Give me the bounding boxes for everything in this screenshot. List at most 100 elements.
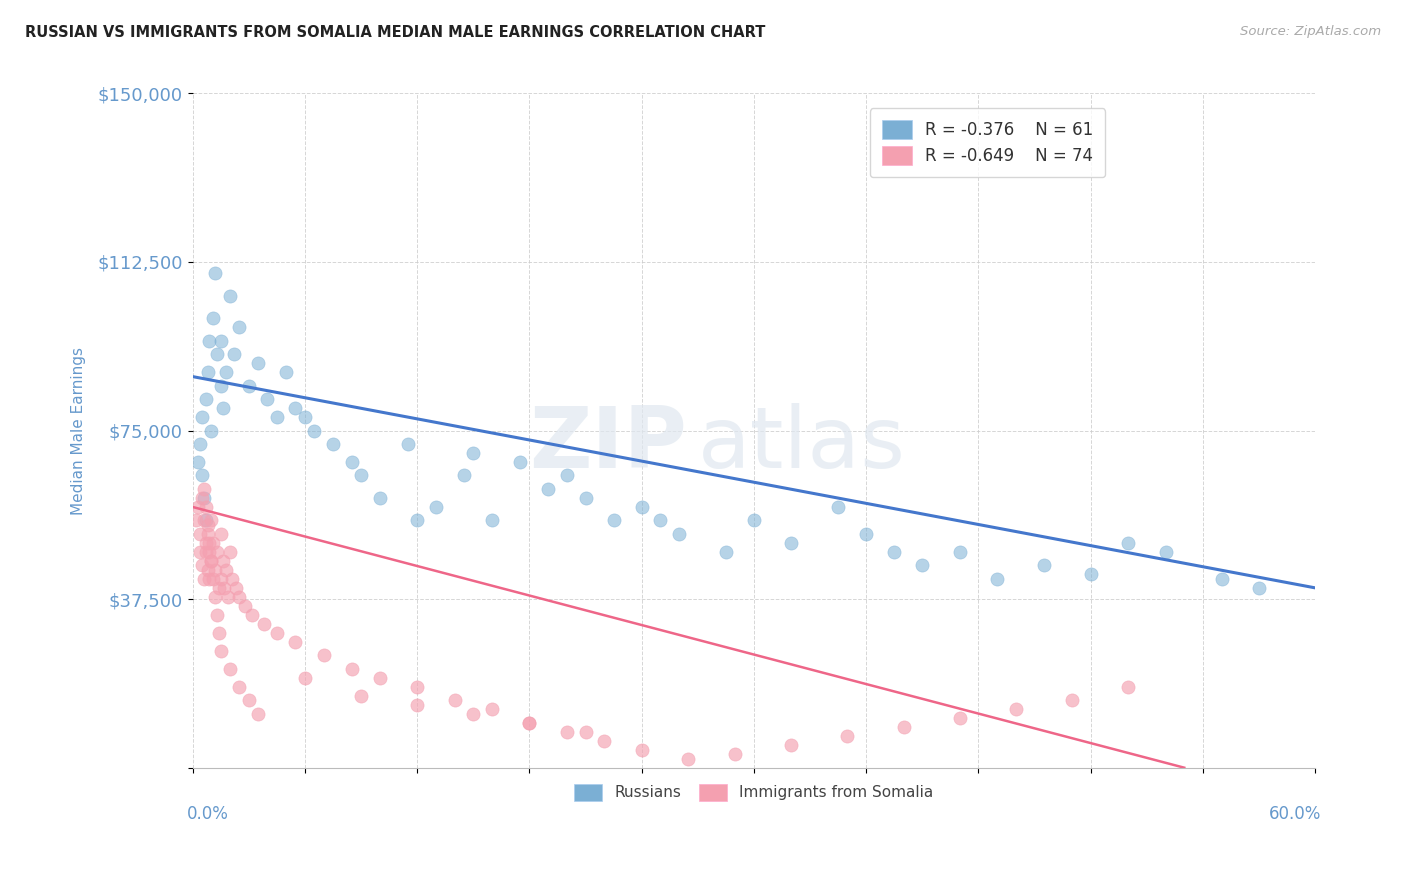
- Point: [217, 590, 239, 604]
- Point: [574, 491, 596, 505]
- Point: [340, 455, 363, 469]
- Point: [312, 648, 335, 663]
- Point: [368, 671, 391, 685]
- Point: [302, 424, 325, 438]
- Point: [425, 500, 447, 514]
- Point: [209, 527, 232, 541]
- Point: [211, 401, 233, 415]
- Y-axis label: Median Male Earnings: Median Male Earnings: [72, 346, 86, 515]
- Point: [630, 742, 652, 756]
- Point: [193, 491, 215, 505]
- Point: [208, 581, 231, 595]
- Point: [519, 715, 541, 730]
- Point: [186, 513, 208, 527]
- Point: [194, 545, 217, 559]
- Point: [780, 536, 803, 550]
- Point: [368, 491, 391, 505]
- Point: [198, 572, 221, 586]
- Point: [191, 410, 214, 425]
- Text: 60.0%: 60.0%: [1268, 805, 1320, 822]
- Point: [893, 720, 915, 734]
- Point: [256, 392, 278, 406]
- Point: [350, 689, 373, 703]
- Point: [242, 607, 264, 622]
- Point: [668, 527, 690, 541]
- Point: [204, 563, 226, 577]
- Point: [191, 468, 214, 483]
- Point: [443, 693, 465, 707]
- Point: [294, 410, 316, 425]
- Text: RUSSIAN VS IMMIGRANTS FROM SOMALIA MEDIAN MALE EARNINGS CORRELATION CHART: RUSSIAN VS IMMIGRANTS FROM SOMALIA MEDIA…: [25, 25, 766, 40]
- Point: [253, 616, 276, 631]
- Point: [1116, 680, 1139, 694]
- Legend: Russians, Immigrants from Somalia: Russians, Immigrants from Somalia: [568, 778, 939, 807]
- Point: [211, 554, 233, 568]
- Point: [209, 644, 232, 658]
- Point: [194, 500, 217, 514]
- Point: [198, 334, 221, 348]
- Point: [714, 545, 737, 559]
- Point: [247, 356, 270, 370]
- Point: [200, 554, 222, 568]
- Point: [1116, 536, 1139, 550]
- Point: [202, 572, 225, 586]
- Point: [209, 334, 232, 348]
- Point: [593, 733, 616, 747]
- Point: [574, 724, 596, 739]
- Point: [650, 513, 672, 527]
- Point: [284, 401, 307, 415]
- Point: [202, 536, 225, 550]
- Point: [188, 527, 211, 541]
- Point: [197, 365, 219, 379]
- Point: [1154, 545, 1177, 559]
- Point: [222, 347, 245, 361]
- Point: [247, 706, 270, 721]
- Point: [630, 500, 652, 514]
- Point: [602, 513, 624, 527]
- Point: [214, 581, 236, 595]
- Point: [188, 437, 211, 451]
- Point: [1005, 702, 1028, 716]
- Point: [215, 563, 238, 577]
- Point: [294, 671, 316, 685]
- Point: [406, 680, 429, 694]
- Point: [911, 558, 934, 573]
- Point: [219, 545, 242, 559]
- Point: [406, 513, 429, 527]
- Point: [780, 738, 803, 752]
- Point: [205, 545, 228, 559]
- Point: [463, 446, 485, 460]
- Point: [193, 513, 215, 527]
- Point: [453, 468, 475, 483]
- Point: [396, 437, 419, 451]
- Point: [208, 625, 231, 640]
- Point: [266, 625, 288, 640]
- Point: [228, 320, 250, 334]
- Point: [233, 599, 256, 613]
- Point: [193, 572, 215, 586]
- Point: [238, 693, 260, 707]
- Point: [193, 482, 215, 496]
- Point: [276, 365, 298, 379]
- Point: [742, 513, 765, 527]
- Point: [225, 581, 247, 595]
- Point: [724, 747, 747, 762]
- Point: [1032, 558, 1054, 573]
- Point: [678, 752, 700, 766]
- Point: [204, 590, 226, 604]
- Point: [205, 347, 228, 361]
- Point: [519, 715, 541, 730]
- Point: [986, 572, 1008, 586]
- Point: [200, 424, 222, 438]
- Point: [200, 513, 222, 527]
- Point: [197, 563, 219, 577]
- Point: [284, 635, 307, 649]
- Point: [266, 410, 288, 425]
- Text: ZIP: ZIP: [529, 402, 686, 485]
- Point: [187, 500, 209, 514]
- Point: [1080, 567, 1102, 582]
- Point: [219, 662, 242, 676]
- Point: [481, 513, 503, 527]
- Point: [340, 662, 363, 676]
- Text: atlas: atlas: [697, 402, 905, 485]
